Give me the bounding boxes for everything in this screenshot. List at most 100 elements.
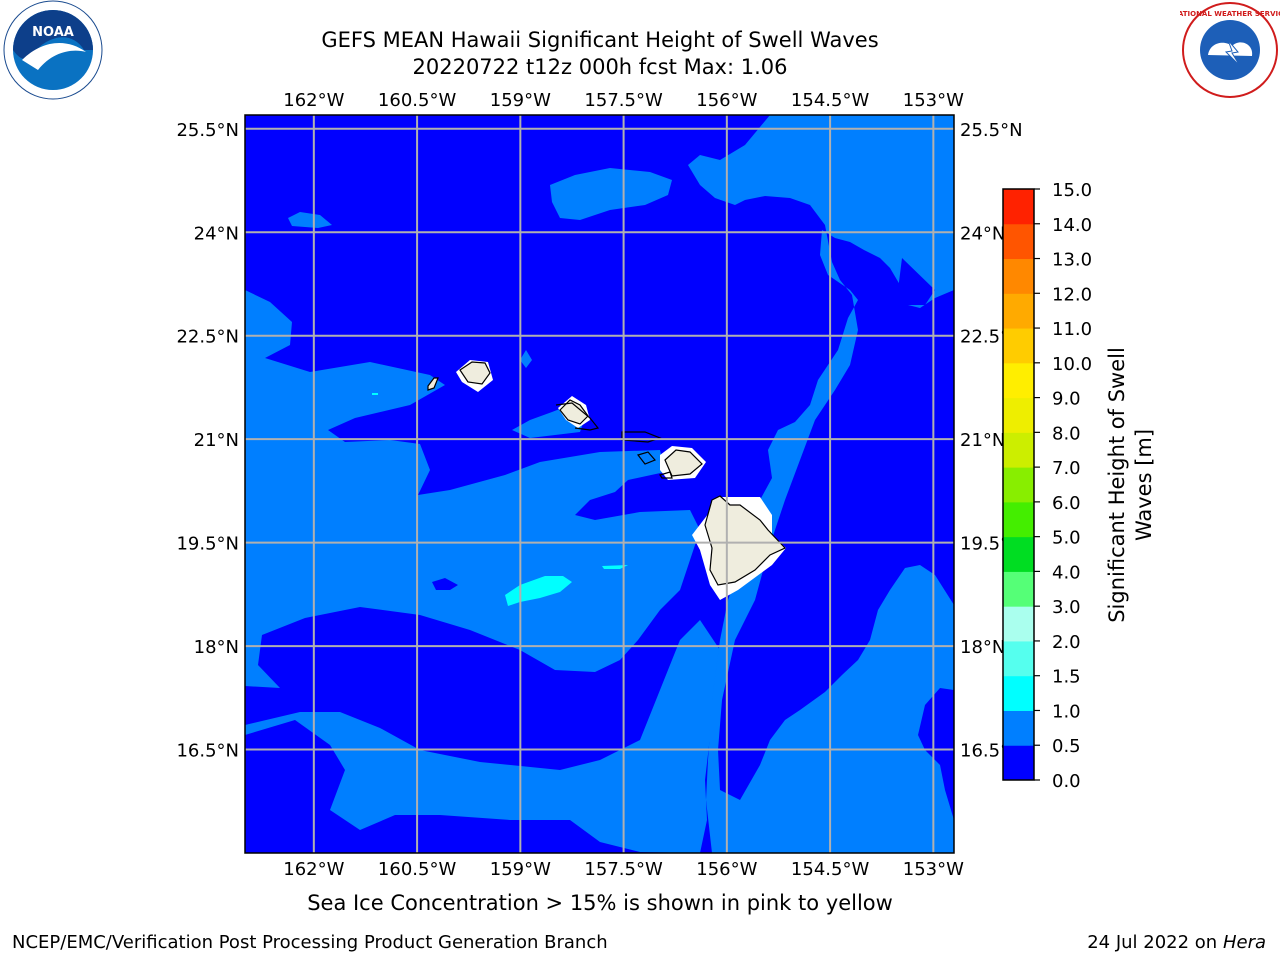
colorbar-tick-label: 6.0 <box>1052 493 1081 514</box>
colorbar-ticks: 0.0 0.5 1.0 1.5 2.0 3.0 4.0 5.0 6.0 7.0 8.0 9.0 10.0… <box>1034 180 1092 792</box>
colorbar-label-line1: Significant Height of Swell <box>1105 347 1129 623</box>
lat-label-right: 18°N <box>960 637 1005 658</box>
lat-labels-left: 25.5°N 24°N 22.5°N 21°N 19.5°N 18°N 16.5°N <box>176 120 239 762</box>
lon-label-top: 157.5°W <box>584 90 663 111</box>
island-oahu-outline <box>555 402 600 431</box>
colorbar-segment <box>1003 223 1034 260</box>
colorbar-segment <box>1003 328 1034 364</box>
lat-label-right: 24°N <box>960 223 1005 244</box>
chart-title: GEFS MEAN Hawaii Significant Height of S… <box>321 28 879 52</box>
colorbar-tick-label: 11.0 <box>1052 319 1092 340</box>
gridlines <box>245 115 954 853</box>
colorbar-segment <box>1003 362 1034 399</box>
colorbar-segment <box>1003 675 1034 711</box>
lon-labels-top: 162°W 160.5°W 159°W 157.5°W 156°W 154.5°W 153°… <box>283 90 964 111</box>
footer-date: 24 Jul 2022 on Hera <box>1087 932 1266 953</box>
lat-label-left: 19.5°N <box>176 534 239 555</box>
lon-label-top: 162°W <box>283 90 344 111</box>
colorbar-tick-label: 3.0 <box>1052 597 1081 618</box>
colorbar-segment <box>1003 745 1034 781</box>
lat-label-left: 24°N <box>194 223 239 244</box>
swell-band-0.5-1.0-small-patch <box>520 350 532 368</box>
lat-label-left: 18°N <box>194 637 239 658</box>
swell-band-0.5-1.0-south <box>245 620 720 853</box>
colorbar-segment <box>1003 258 1034 294</box>
lat-label-right: 25.5°N <box>960 120 1023 141</box>
lat-label-left: 25.5°N <box>176 120 239 141</box>
colorbar-segment <box>1003 710 1034 746</box>
colorbar-segment <box>1003 189 1034 225</box>
colorbar-tick-label: 1.0 <box>1052 701 1081 722</box>
map-frame <box>244 114 955 854</box>
island-maui <box>664 449 703 477</box>
lon-label-bottom: 162°W <box>283 859 344 880</box>
island-lanai <box>636 451 657 465</box>
colorbar-tick-label: 0.0 <box>1052 771 1081 792</box>
colorbar-tick-label: 8.0 <box>1052 423 1081 444</box>
lon-label-bottom: 153°W <box>903 859 964 880</box>
colorbar-tick-label: 12.0 <box>1052 284 1092 305</box>
lon-label-bottom: 157.5°W <box>584 859 663 880</box>
nws-logo-text: NATIONAL WEATHER SERVICE <box>1180 10 1280 18</box>
swell-band-0-0.5-patch-1 <box>432 578 458 590</box>
colorbar <box>1003 189 1034 781</box>
map-plot <box>245 115 954 853</box>
lon-label-top: 160.5°W <box>378 90 457 111</box>
lon-label-top: 154.5°W <box>791 90 870 111</box>
footer-host: Hera <box>1222 932 1266 953</box>
colorbar-tick-label: 7.0 <box>1052 458 1081 479</box>
colorbar-tick-label: 15.0 <box>1052 180 1092 201</box>
swell-band-0.5-1.0-north-patch <box>550 168 672 220</box>
lon-label-top: 159°W <box>490 90 551 111</box>
lat-label-left: 22.5°N <box>176 327 239 348</box>
lon-labels-bottom: 162°W 160.5°W 159°W 157.5°W 156°W 154.5°W 153°… <box>283 859 964 880</box>
lon-label-top: 156°W <box>696 90 757 111</box>
colorbar-tick-label: 0.5 <box>1052 736 1081 757</box>
swell-band-0.5-1.0-east <box>688 115 954 853</box>
colorbar-segment <box>1003 432 1034 468</box>
colorbar-label-line2: Waves [m] <box>1132 429 1156 541</box>
colorbar-frame <box>1002 188 1035 781</box>
colorbar-segment <box>1003 640 1034 677</box>
colorbar-tick-label: 2.0 <box>1052 632 1081 653</box>
colorbar-tick-label: 14.0 <box>1052 215 1092 236</box>
colorbar-tick-label: 13.0 <box>1052 250 1092 271</box>
colorbar-segment <box>1003 571 1034 607</box>
colorbar-segment <box>1003 501 1034 538</box>
lat-label-left: 21°N <box>194 430 239 451</box>
colorbar-segment <box>1003 606 1034 642</box>
swell-band-1.0-1.5-patch-2 <box>602 565 628 569</box>
colorbar-label: Significant Height of Swell Waves [m] <box>1105 347 1156 623</box>
lon-label-bottom: 156°W <box>696 859 757 880</box>
sea-ice-note: Sea Ice Concentration > 15% is shown in … <box>307 891 893 915</box>
island-kauai <box>459 361 491 385</box>
colorbar-segment <box>1003 293 1034 329</box>
colorbar-tick-label: 5.0 <box>1052 528 1081 549</box>
colorbar-tick-label: 4.0 <box>1052 562 1081 583</box>
colorbar-tick-label: 9.0 <box>1052 389 1081 410</box>
land <box>427 361 787 586</box>
colorbar-tick-label: 10.0 <box>1052 354 1092 375</box>
colorbar-segment <box>1003 536 1034 572</box>
lon-label-bottom: 160.5°W <box>378 859 457 880</box>
lat-label-right: 21°N <box>960 430 1005 451</box>
lon-label-bottom: 154.5°W <box>791 859 870 880</box>
swell-band-0.5-1.0-west <box>245 290 700 688</box>
swell-band-1.0-1.5-patch-3 <box>372 393 378 395</box>
island-niihau <box>427 377 439 391</box>
noaa-logo-text: NOAA <box>32 25 74 40</box>
swell-band-1.0-1.5-patch-1 <box>505 576 572 606</box>
lon-label-bottom: 159°W <box>490 859 551 880</box>
island-kahoolawe <box>659 471 673 479</box>
lat-label-left: 16.5°N <box>176 741 239 762</box>
colorbar-segment <box>1003 467 1034 503</box>
island-hawaii <box>704 495 787 586</box>
lon-label-top: 153°W <box>903 90 964 111</box>
colorbar-tick-label: 1.5 <box>1052 667 1081 688</box>
swell-band-0-0.5-patch-2 <box>898 258 935 305</box>
swell-band-0.5-1.0-nw-patch <box>288 212 332 228</box>
noaa-logo: NOAA <box>3 0 103 100</box>
footer-branch: NCEP/EMC/Verification Post Processing Pr… <box>12 932 608 953</box>
footer-date-text: 24 Jul 2022 on <box>1087 932 1223 953</box>
